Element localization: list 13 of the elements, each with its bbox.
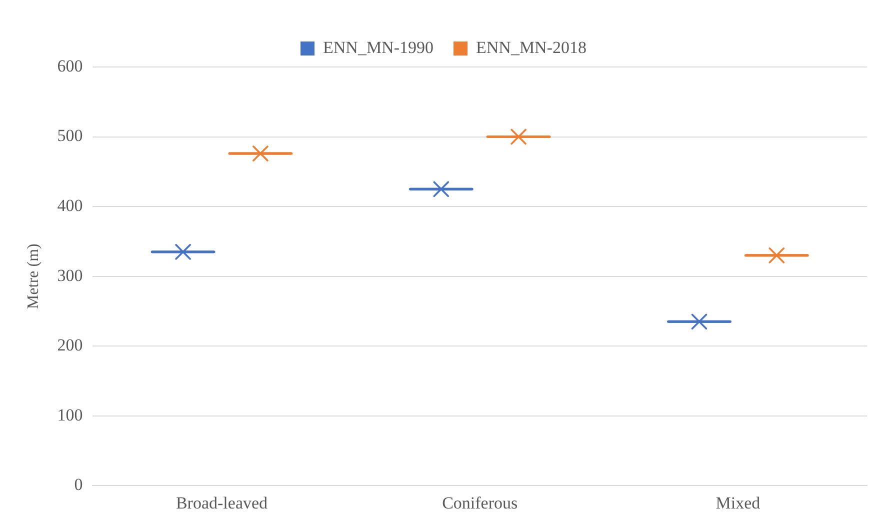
y-tick-label: 500 xyxy=(57,126,83,146)
x-tick-label: Mixed xyxy=(716,493,761,512)
y-axis-title: Metre (m) xyxy=(24,244,42,309)
y-tick-label: 400 xyxy=(57,196,83,215)
legend-label: ENN_MN-2018 xyxy=(476,38,586,57)
y-tick-label: 300 xyxy=(57,266,83,285)
y-tick-label: 100 xyxy=(57,405,83,424)
y-tick-label: 600 xyxy=(57,56,83,76)
legend-label: ENN_MN-1990 xyxy=(323,38,434,57)
x-tick-label: Coniferous xyxy=(442,493,518,512)
y-tick-label: 200 xyxy=(57,336,83,355)
y-tick-label: 0 xyxy=(74,475,83,494)
x-tick-label: Broad-leaved xyxy=(176,493,268,512)
